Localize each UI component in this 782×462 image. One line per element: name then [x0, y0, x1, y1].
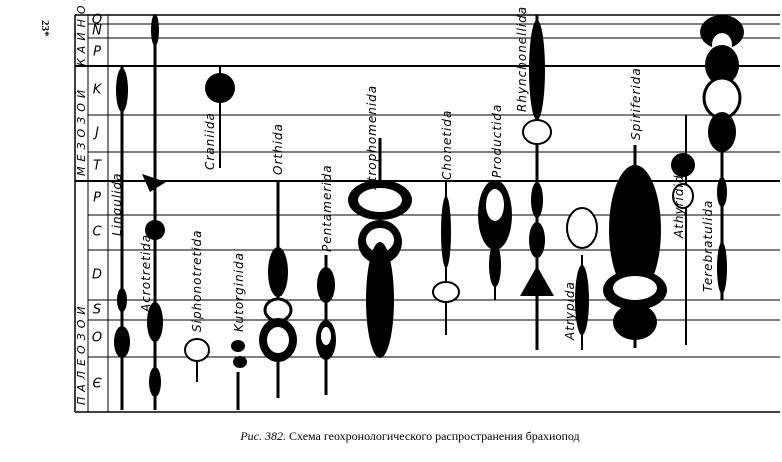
era-label: МЕЗОЗОЙ [75, 85, 88, 176]
order-label: Productida [490, 104, 504, 178]
period-label: Q [92, 13, 102, 28]
order-label: Strophomenida [365, 85, 379, 190]
order-label: Acrotretida [139, 234, 153, 313]
caption-label: Рис. 382. [239, 429, 286, 443]
order-label: Craniida [203, 112, 217, 170]
period-label: K [93, 83, 103, 98]
order-label: Kutorginida [232, 252, 246, 332]
spindles [114, 14, 744, 410]
era-label: КАЙНОЗОЙ [75, 0, 88, 66]
order-label: Lingulida [110, 173, 124, 237]
period-label: O [92, 331, 102, 346]
order-label: Siphonotretida [190, 230, 204, 333]
period-label: Є [92, 377, 102, 392]
period-label: C [92, 225, 102, 240]
caption: Рис. 382. Схема геохронологического расп… [239, 429, 579, 443]
order-label: Rhynchonellida [515, 6, 529, 112]
order-label: Pentamerida [320, 164, 334, 252]
period-label: N [92, 24, 102, 39]
period-label: T [93, 159, 102, 174]
page-number: 23* [39, 20, 51, 37]
caption-text: Схема геохронологического распространени… [289, 429, 580, 443]
order-label: Atrypida [563, 281, 577, 341]
period-label: P [93, 45, 101, 60]
period-label: J [92, 126, 99, 141]
order-label: Athyridida [672, 166, 686, 239]
period-label: P [93, 191, 101, 206]
order-label: Terebratulida [701, 200, 715, 292]
period-label: S [93, 303, 101, 318]
grid [74, 14, 780, 413]
order-label: Orthida [271, 123, 285, 175]
period-label: D [92, 268, 102, 283]
order-label: Spiriferida [629, 67, 643, 140]
order-label: Chonetida [440, 110, 454, 180]
era-label: ПАЛЕОЗОЙ [75, 301, 88, 405]
